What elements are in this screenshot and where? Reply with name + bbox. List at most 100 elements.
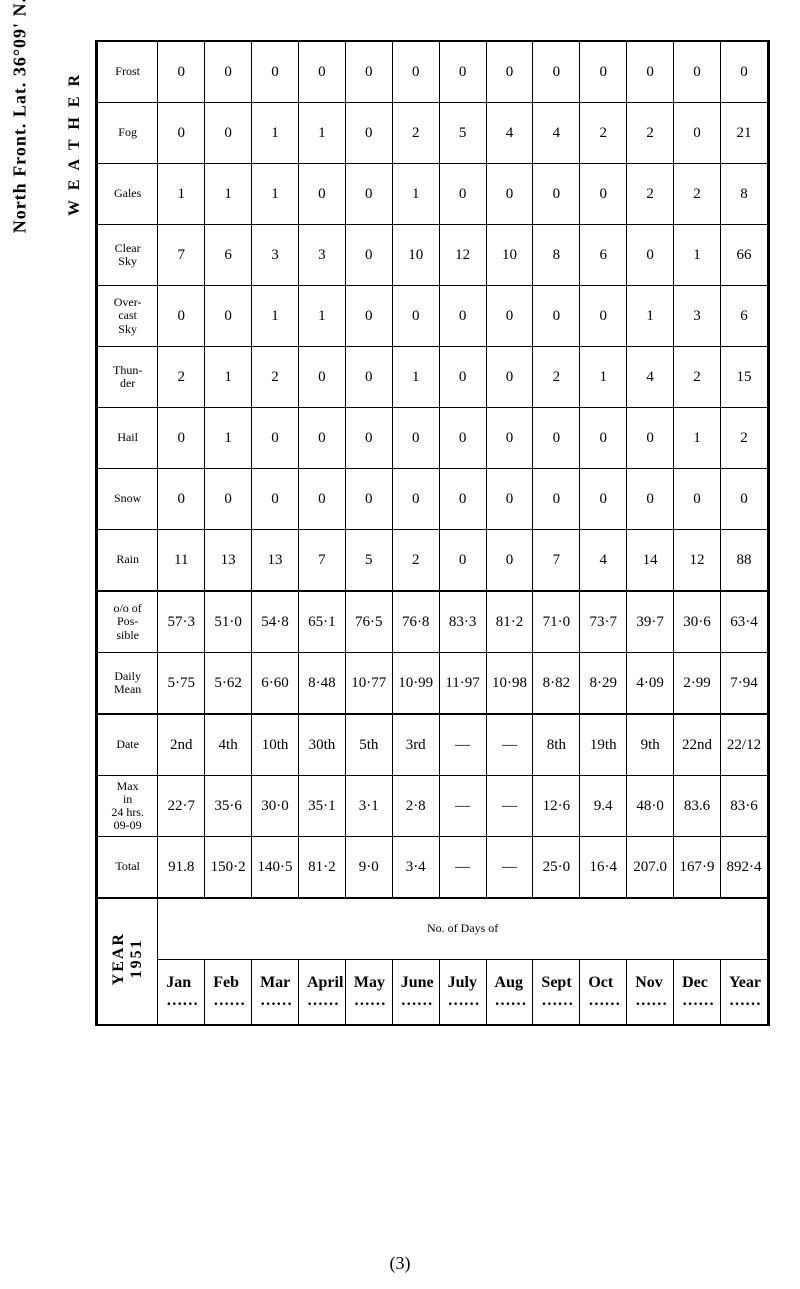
cell-thunder-0: 2 [158, 347, 205, 408]
cell-hail-7: 0 [486, 408, 533, 469]
cell-max-11: 83.6 [674, 776, 721, 837]
cell-hail-8: 0 [533, 408, 580, 469]
cell-gales-3: 0 [298, 164, 345, 225]
cell-date-4: 5th [345, 714, 392, 776]
rowhead-date: Date [98, 714, 158, 776]
cell-date-7: — [486, 714, 533, 776]
cell-fog-2: 1 [252, 103, 299, 164]
cell-daily_mean-6: 11·97 [439, 653, 486, 715]
cell-pct-8: 71·0 [533, 591, 580, 653]
cell-clear-1: 6 [205, 225, 252, 286]
cell-rain-6: 0 [439, 530, 486, 592]
cell-pct-0: 57·3 [158, 591, 205, 653]
cell-total-6: — [439, 837, 486, 899]
data-table: W E A T H E R Frost0000000000000Fog00110… [95, 40, 770, 1026]
rowhead-overcast: Over-castSky [98, 286, 158, 347]
cell-pct-10: 39·7 [627, 591, 674, 653]
cell-max-10: 48·0 [627, 776, 674, 837]
cell-thunder-12: 15 [720, 347, 767, 408]
rowhead-clear: ClearSky [98, 225, 158, 286]
rowhead-hail: Hail [98, 408, 158, 469]
cell-thunder-6: 0 [439, 347, 486, 408]
cell-fog-5: 2 [392, 103, 439, 164]
cell-hail-4: 0 [345, 408, 392, 469]
cell-thunder-9: 1 [580, 347, 627, 408]
cell-frost-4: 0 [345, 42, 392, 103]
cell-daily_mean-11: 2·99 [674, 653, 721, 715]
cell-snow-5: 0 [392, 469, 439, 530]
cell-clear-6: 12 [439, 225, 486, 286]
cell-total-4: 9·0 [345, 837, 392, 899]
cell-daily_mean-0: 5·75 [158, 653, 205, 715]
cell-max-8: 12·6 [533, 776, 580, 837]
cell-pct-1: 51·0 [205, 591, 252, 653]
month-Sept: Sept …… [533, 960, 580, 1025]
month-April: April …… [298, 960, 345, 1025]
cell-gales-8: 0 [533, 164, 580, 225]
cell-snow-2: 0 [252, 469, 299, 530]
rowhead-thunder: Thun-der [98, 347, 158, 408]
cell-overcast-6: 0 [439, 286, 486, 347]
cell-thunder-3: 0 [298, 347, 345, 408]
cell-frost-2: 0 [252, 42, 299, 103]
cell-gales-2: 1 [252, 164, 299, 225]
cell-daily_mean-8: 8·82 [533, 653, 580, 715]
cell-max-0: 22·7 [158, 776, 205, 837]
cell-daily_mean-10: 4·09 [627, 653, 674, 715]
month-Aug: Aug …… [486, 960, 533, 1025]
cell-max-1: 35·6 [205, 776, 252, 837]
cell-rain-12: 88 [720, 530, 767, 592]
cell-overcast-1: 0 [205, 286, 252, 347]
caption-vertical: North Front. Lat. 36°09' N. Long. 05° 21… [10, 0, 31, 233]
month-Year: Year …… [720, 960, 767, 1025]
cell-date-12: 22/12 [720, 714, 767, 776]
cell-snow-11: 0 [674, 469, 721, 530]
cell-daily_mean-3: 8·48 [298, 653, 345, 715]
cell-rain-0: 11 [158, 530, 205, 592]
month-June: June …… [392, 960, 439, 1025]
cell-daily_mean-9: 8·29 [580, 653, 627, 715]
cell-frost-11: 0 [674, 42, 721, 103]
cell-thunder-1: 1 [205, 347, 252, 408]
month-Mar: Mar …… [252, 960, 299, 1025]
cell-snow-7: 0 [486, 469, 533, 530]
cell-frost-0: 0 [158, 42, 205, 103]
cell-hail-11: 1 [674, 408, 721, 469]
cell-clear-5: 10 [392, 225, 439, 286]
cell-pct-11: 30·6 [674, 591, 721, 653]
cell-hail-3: 0 [298, 408, 345, 469]
cell-snow-10: 0 [627, 469, 674, 530]
cell-snow-3: 0 [298, 469, 345, 530]
cell-overcast-3: 1 [298, 286, 345, 347]
cell-max-2: 30·0 [252, 776, 299, 837]
cell-rain-10: 14 [627, 530, 674, 592]
cell-rain-8: 7 [533, 530, 580, 592]
year-block: YEAR1951 [98, 898, 158, 1024]
cell-total-5: 3·4 [392, 837, 439, 899]
group-weather: W E A T H E R [62, 72, 87, 221]
cell-clear-0: 7 [158, 225, 205, 286]
cell-gales-6: 0 [439, 164, 486, 225]
cell-gales-5: 1 [392, 164, 439, 225]
cell-snow-12: 0 [720, 469, 767, 530]
cell-total-2: 140·5 [252, 837, 299, 899]
cell-date-11: 22nd [674, 714, 721, 776]
cell-frost-7: 0 [486, 42, 533, 103]
cell-fog-12: 21 [720, 103, 767, 164]
cell-rain-7: 0 [486, 530, 533, 592]
cell-hail-10: 0 [627, 408, 674, 469]
cell-date-5: 3rd [392, 714, 439, 776]
cell-clear-8: 8 [533, 225, 580, 286]
month-Oct: Oct …… [580, 960, 627, 1025]
cell-gales-11: 2 [674, 164, 721, 225]
cell-max-7: — [486, 776, 533, 837]
rowhead-pct: o/o ofPos-sible [98, 591, 158, 653]
cell-overcast-11: 3 [674, 286, 721, 347]
cell-snow-9: 0 [580, 469, 627, 530]
cell-fog-3: 1 [298, 103, 345, 164]
cell-rain-11: 12 [674, 530, 721, 592]
cell-daily_mean-5: 10·99 [392, 653, 439, 715]
cell-gales-12: 8 [720, 164, 767, 225]
cell-date-0: 2nd [158, 714, 205, 776]
month-July: July …… [439, 960, 486, 1025]
